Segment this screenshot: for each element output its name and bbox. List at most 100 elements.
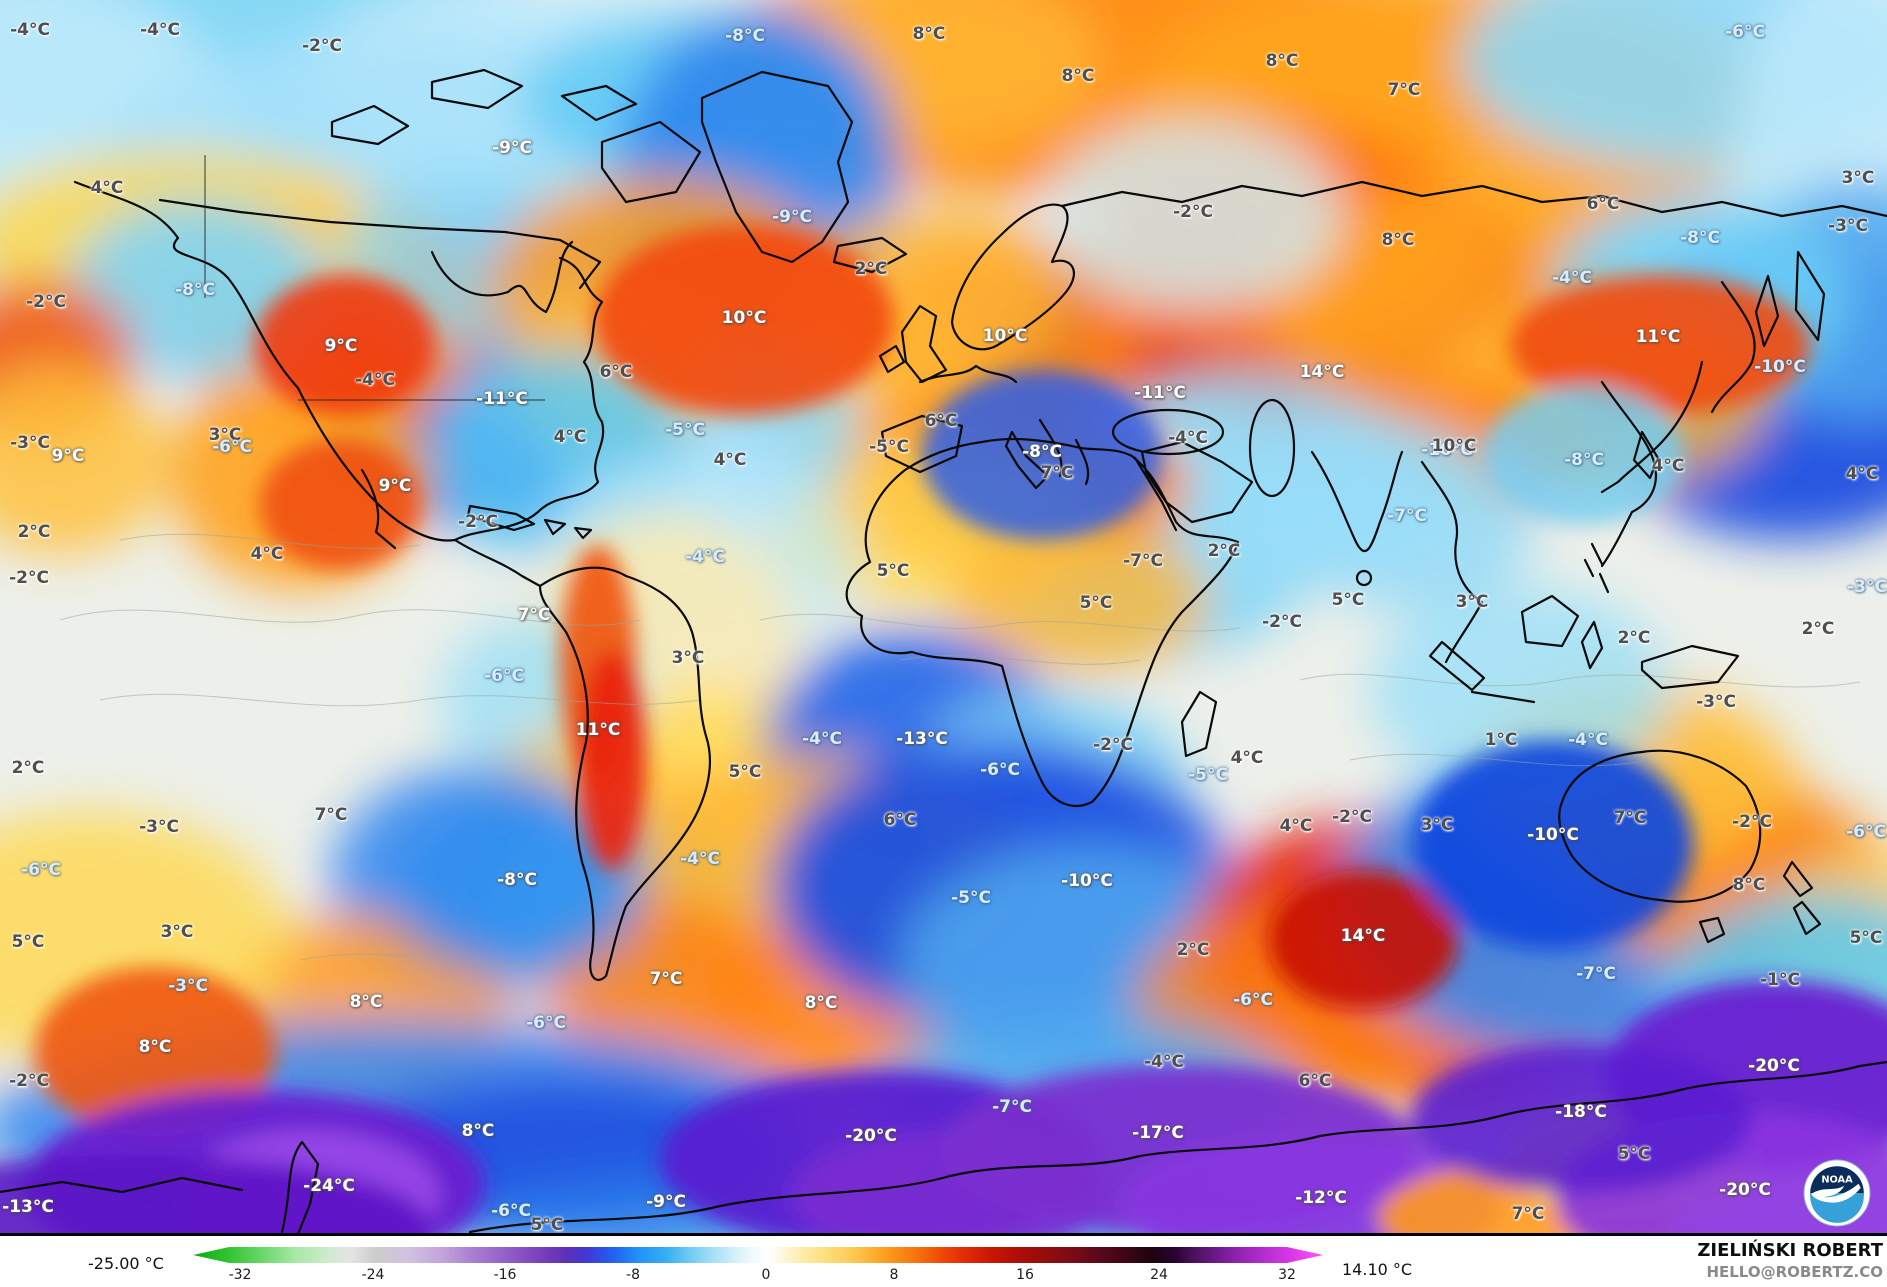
temp-label: 7°C [1511,1204,1545,1224]
temp-label: -4°C [802,729,842,749]
temp-label: 3°C [1455,592,1489,612]
temp-label: -5°C [1188,765,1228,785]
temp-label: 2°C [1617,628,1651,648]
temp-label: 8°C [912,24,946,44]
temp-label: -8°C [1680,228,1720,248]
temp-label: -2°C [1173,202,1213,222]
temp-label: 5°C [1079,593,1113,613]
temp-label: 5°C [1849,928,1883,948]
temp-label: -2°C [26,292,66,312]
temp-label: 2°C [854,259,888,279]
temp-label: -20°C [845,1126,897,1146]
temp-label: 6°C [883,810,917,830]
temp-label: -13°C [2,1197,54,1217]
temp-label: 9°C [51,446,85,466]
temp-label: -5°C [665,420,705,440]
temp-label: 4°C [1279,816,1313,836]
temp-label: 4°C [1651,456,1685,476]
temp-label: 7°C [1613,808,1647,828]
temp-label: -7°C [1123,551,1163,571]
temp-label: -20°C [1719,1180,1771,1200]
temp-label: -8°C [175,280,215,300]
attribution-contact: HELLO@ROBERTZ.CO [1706,1262,1883,1281]
temp-label: -3°C [1696,692,1736,712]
temp-label: -2°C [458,512,498,532]
temp-label: 8°C [349,992,383,1012]
colorbar-tick-label: -24 [361,1267,385,1283]
colorbar-tick-label: 16 [1016,1267,1034,1283]
temp-label: 4°C [1230,748,1264,768]
temp-label: -4°C [1552,268,1592,288]
colorbar-min-value: -25.00 °C [88,1254,164,1273]
temp-label: -4°C [140,20,180,40]
temp-label: -6°C [212,437,252,457]
temp-label: 4°C [1845,464,1879,484]
temp-label: 8°C [138,1037,172,1057]
temp-label: 6°C [924,411,958,431]
temp-label: 10°C [721,308,767,328]
temp-label: -11°C [1134,383,1186,403]
temp-label: 8°C [1732,875,1766,895]
temp-label: 2°C [11,758,45,778]
colorbar-max-value: 14.10 °C [1342,1260,1413,1279]
anomaly-cores [0,225,1887,1233]
temp-label: -1°C [1760,970,1800,990]
noaa-logo-bird-icon [1811,1183,1861,1203]
temp-label: -10°C [1754,357,1806,377]
temp-label: -12°C [1295,1188,1347,1208]
temp-label: 2°C [1801,619,1835,639]
colorbar-tick-label: -32 [228,1267,252,1283]
temp-label: -6°C [1725,22,1765,42]
temp-label: 10°C [1431,436,1477,456]
temp-label: -4°C [355,370,395,390]
temp-label: 6°C [599,362,633,382]
temp-label: 3°C [160,922,194,942]
attribution-author: ZIELIŃSKI ROBERT [1697,1240,1883,1261]
temp-label: 2°C [17,522,51,542]
temp-label: -6°C [491,1201,531,1221]
temp-label: 5°C [1617,1144,1651,1164]
temp-label: -8°C [497,870,537,890]
temp-label: 7°C [517,605,551,625]
temp-label: -2°C [1262,612,1302,632]
temp-label: 3°C [208,425,242,445]
temp-label: 10°C [982,326,1028,346]
temp-label: -9°C [492,138,532,158]
temp-label: 5°C [728,762,762,782]
temp-label: -3°C [1847,577,1887,597]
temp-label: -13°C [896,729,948,749]
temp-label: -6°C [980,760,1020,780]
temp-label: -4°C [680,849,720,869]
temp-label: 4°C [90,178,124,198]
temp-label: -4°C [1168,428,1208,448]
temp-label: 4°C [553,427,587,447]
temp-label: -8°C [725,26,765,46]
colorbar-tick-label: 0 [761,1267,771,1283]
temp-label: 11°C [575,720,621,740]
temp-label: -10°C [1527,825,1579,845]
temp-label: -2°C [302,36,342,56]
temp-label: -2°C [9,568,49,588]
temp-label: 3°C [671,648,705,668]
temp-label: 3°C [1420,815,1454,835]
temp-label: 7°C [1040,463,1074,483]
map-area: -4°C -4°C -2°C -8°C 8°C 8°C 8°C 7°C -6°C -9°C 4°C -… [0,0,1887,1236]
temp-label: 8°C [804,993,838,1013]
temp-label: 2°C [1176,940,1210,960]
temp-label: -2°C [1732,812,1772,832]
temp-label: 8°C [1061,66,1095,86]
colorbar-tick-label: 32 [1278,1267,1296,1283]
temp-label: 2°C [1207,541,1241,561]
temp-label: -6°C [1233,990,1273,1010]
temp-label: -3°C [139,817,179,837]
temp-label: 11°C [1635,327,1681,347]
temp-label: 5°C [530,1215,564,1235]
temp-label: 8°C [461,1121,495,1141]
temp-label: 14°C [1299,362,1345,382]
temp-label: -6°C [21,860,61,880]
temp-label: -17°C [1132,1123,1184,1143]
noaa-logo-text: NOAA [1821,1175,1853,1186]
temp-label: -2°C [1332,807,1372,827]
temp-label: 5°C [11,932,45,952]
